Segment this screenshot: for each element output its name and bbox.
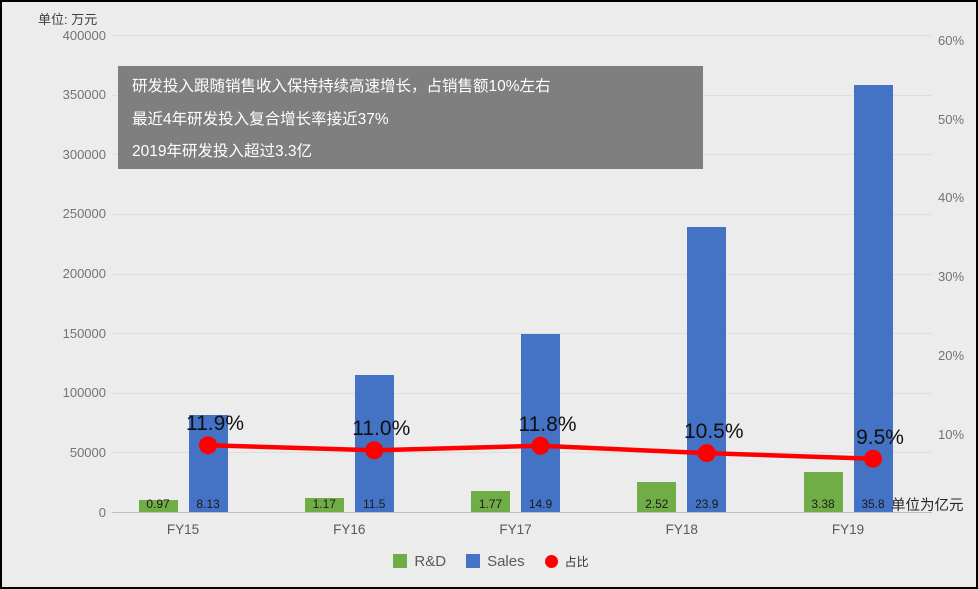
ratio-value-label: 10.5% xyxy=(683,420,744,444)
sales-legend-swatch-icon xyxy=(466,554,481,568)
rd-bar-fy17 xyxy=(471,490,510,512)
annotation-line-2: 最近4年研发投入复合增长率接近37% xyxy=(132,110,389,128)
bar-value-label: 8.13 xyxy=(196,497,220,511)
legend-item-sales: Sales xyxy=(466,553,525,570)
bar-value-label: 1.17 xyxy=(312,497,336,511)
horizontal-gridline xyxy=(112,273,932,275)
sales-bar-fy16 xyxy=(354,374,394,512)
bar-value-label: 1.77 xyxy=(478,497,503,511)
primary-axis-tick: 350000 xyxy=(62,87,106,103)
bar-value-label: 35.8 xyxy=(861,497,885,511)
x-axis-line xyxy=(112,512,932,513)
rd-bar-fy15 xyxy=(138,500,178,512)
primary-axis-tick: 50000 xyxy=(69,444,106,460)
bar-value-label: 11.5 xyxy=(363,497,386,511)
sales-bar-fy15 xyxy=(188,415,228,512)
ratio-legend-swatch-icon xyxy=(544,554,558,568)
legend-item-ratio: 占比 xyxy=(544,553,589,570)
ratio-value-label: 11.9% xyxy=(186,412,244,436)
horizontal-gridline xyxy=(112,213,932,215)
rd-bar-fy18 xyxy=(637,481,677,512)
primary-axis-unit-label: 单位: 万元 xyxy=(38,12,98,27)
rd-legend-swatch-icon xyxy=(393,554,408,568)
ratio-value-label: 11.0% xyxy=(352,417,411,441)
secondary-axis-tick: 50% xyxy=(938,111,965,127)
chart-legend: R&D Sales 占比 xyxy=(2,551,976,571)
category-label-fy19: FY19 xyxy=(831,522,865,537)
rd-bar-fy19 xyxy=(803,471,843,512)
annotation-box: 研发投入跟随销售收入保持持续高速增长，占销售额10%左右 最近4年研发投入复合增… xyxy=(118,66,703,169)
horizontal-gridline xyxy=(112,35,932,36)
rd-bar-fy16 xyxy=(304,498,344,512)
legend-label-rd: R&D xyxy=(414,552,447,570)
category-label-fy16: FY16 xyxy=(333,522,366,537)
secondary-axis-unit-note: 单位为亿元 xyxy=(891,498,964,514)
primary-axis-tick: 100000 xyxy=(62,385,106,401)
primary-axis-tick: 200000 xyxy=(62,266,106,281)
bar-value-label: 23.9 xyxy=(695,497,719,511)
category-label-fy18: FY18 xyxy=(665,522,698,537)
primary-axis-tick: 400000 xyxy=(62,27,106,43)
secondary-axis-tick: 40% xyxy=(938,190,965,206)
ratio-value-label: 9.5% xyxy=(856,425,904,449)
sales-bar-fy18 xyxy=(687,226,727,512)
annotation-line-3: 2019年研发投入超过3.3亿 xyxy=(132,143,313,160)
bar-value-label: 14.9 xyxy=(528,497,553,511)
legend-label-ratio: 占比 xyxy=(564,554,589,569)
secondary-axis-tick: 20% xyxy=(938,347,965,363)
bar-value-label: 3.38 xyxy=(811,497,835,511)
primary-axis-tick: 300000 xyxy=(62,146,106,162)
secondary-axis-tick: 30% xyxy=(938,269,965,285)
secondary-axis-tick: 10% xyxy=(938,426,965,442)
secondary-axis-tick: 60% xyxy=(938,32,965,48)
category-label-fy17: FY17 xyxy=(499,522,532,537)
legend-item-rd: R&D xyxy=(393,553,446,570)
bar-value-label: 0.97 xyxy=(146,497,170,511)
primary-axis-tick: 250000 xyxy=(62,206,106,222)
bar-value-label: 2.52 xyxy=(645,497,669,511)
ratio-value-label: 11.8% xyxy=(518,412,577,436)
horizontal-gridline xyxy=(112,333,932,335)
sales-bar-fy19 xyxy=(853,85,893,512)
primary-axis-tick: 0 xyxy=(98,504,106,520)
legend-label-sales: Sales xyxy=(487,552,525,570)
annotation-line-1: 研发投入跟随销售收入保持持续高速增长，占销售额10%左右 xyxy=(132,78,551,95)
primary-axis-tick: 150000 xyxy=(62,325,106,341)
category-label-fy15: FY15 xyxy=(166,522,200,537)
sales-bar-fy17 xyxy=(521,334,560,512)
